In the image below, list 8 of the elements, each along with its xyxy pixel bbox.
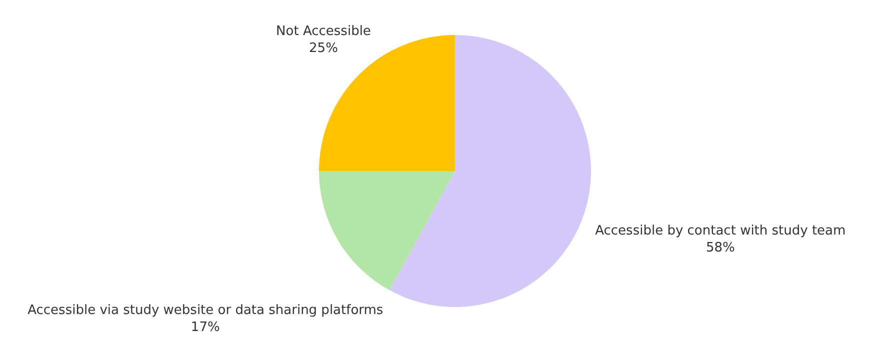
slice-label: Accessible by contact with study team [595, 224, 846, 239]
data-label: 58% [706, 240, 735, 256]
data-label: 25% [309, 40, 338, 56]
pie-slice [319, 171, 455, 290]
slice-label: Not Accessible [276, 24, 371, 40]
pie-slice [389, 35, 591, 307]
data-label: 17% [190, 320, 220, 336]
slice-label: Accessible via study website or data sharing platforms [28, 303, 384, 318]
